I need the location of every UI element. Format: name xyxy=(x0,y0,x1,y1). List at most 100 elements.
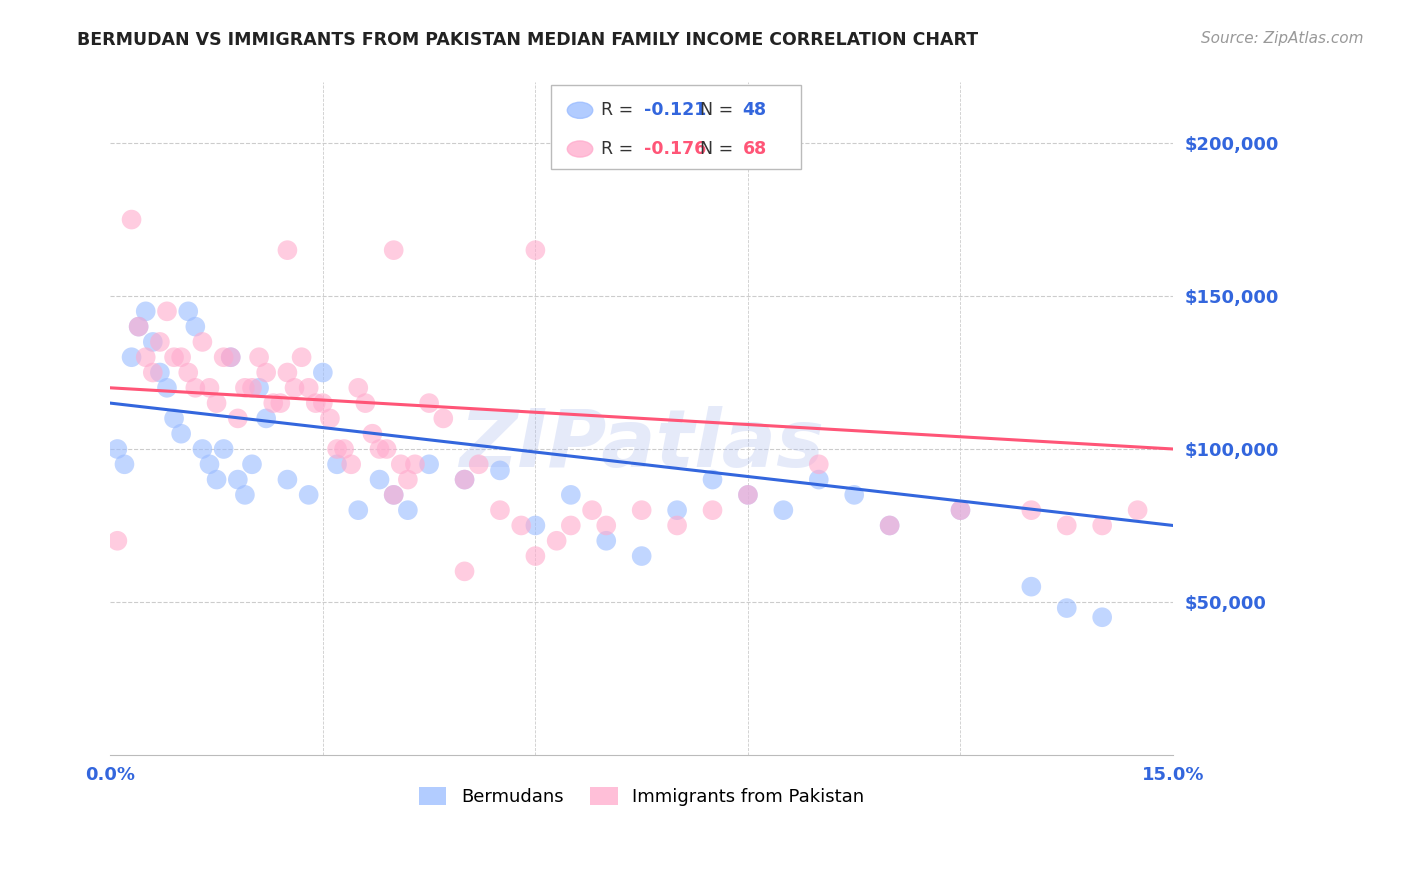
Point xyxy=(142,366,165,380)
Point xyxy=(262,396,284,410)
Point xyxy=(254,411,277,425)
Point xyxy=(247,381,270,395)
Point xyxy=(489,503,512,517)
Point xyxy=(368,442,391,456)
Point xyxy=(1091,610,1114,624)
Point xyxy=(510,518,533,533)
Text: 68: 68 xyxy=(742,140,766,158)
Text: R =: R = xyxy=(602,102,640,120)
Point xyxy=(560,488,582,502)
FancyBboxPatch shape xyxy=(551,86,801,169)
Text: R =: R = xyxy=(602,140,640,158)
Point xyxy=(382,243,405,257)
Point xyxy=(149,366,172,380)
Point xyxy=(163,350,186,364)
Point xyxy=(467,458,489,472)
Point xyxy=(184,381,207,395)
Point xyxy=(389,458,412,472)
Point xyxy=(198,381,221,395)
Circle shape xyxy=(567,141,593,157)
Point xyxy=(156,381,179,395)
Point xyxy=(319,411,342,425)
Point xyxy=(630,503,652,517)
Point xyxy=(1056,601,1078,615)
Point xyxy=(396,503,419,517)
Point xyxy=(276,243,298,257)
Point xyxy=(163,411,186,425)
Text: BERMUDAN VS IMMIGRANTS FROM PAKISTAN MEDIAN FAMILY INCOME CORRELATION CHART: BERMUDAN VS IMMIGRANTS FROM PAKISTAN MED… xyxy=(77,31,979,49)
Text: Source: ZipAtlas.com: Source: ZipAtlas.com xyxy=(1201,31,1364,46)
Point xyxy=(219,350,242,364)
Point xyxy=(105,442,128,456)
Point xyxy=(205,396,228,410)
Point xyxy=(581,503,603,517)
Point xyxy=(1021,503,1043,517)
Point xyxy=(170,426,193,441)
Point xyxy=(326,442,349,456)
Point xyxy=(177,366,200,380)
Point xyxy=(191,334,214,349)
Point xyxy=(226,473,249,487)
Text: -0.121: -0.121 xyxy=(644,102,706,120)
Point xyxy=(219,350,242,364)
Point xyxy=(418,458,440,472)
Point xyxy=(347,381,370,395)
Point xyxy=(156,304,179,318)
Point xyxy=(128,319,150,334)
Point xyxy=(524,243,547,257)
Point xyxy=(121,212,143,227)
Point xyxy=(142,334,165,349)
Point xyxy=(212,350,235,364)
Point xyxy=(135,350,157,364)
Point xyxy=(240,381,263,395)
Point xyxy=(702,503,724,517)
Point xyxy=(298,488,321,502)
Point xyxy=(347,503,370,517)
Point xyxy=(453,565,475,579)
Point xyxy=(233,488,256,502)
Point xyxy=(326,458,349,472)
Point xyxy=(560,518,582,533)
Point xyxy=(418,396,440,410)
Point xyxy=(233,381,256,395)
Point xyxy=(879,518,901,533)
Text: N =: N = xyxy=(700,102,740,120)
Point xyxy=(772,503,794,517)
Point xyxy=(949,503,972,517)
Point xyxy=(375,442,398,456)
Point xyxy=(666,518,689,533)
Point xyxy=(128,319,150,334)
Point xyxy=(276,473,298,487)
Point xyxy=(737,488,759,502)
Point xyxy=(382,488,405,502)
Point xyxy=(121,350,143,364)
Point xyxy=(276,366,298,380)
Point xyxy=(305,396,328,410)
Point xyxy=(340,458,363,472)
Point xyxy=(489,463,512,477)
Point xyxy=(298,381,321,395)
Text: N =: N = xyxy=(700,140,740,158)
Point xyxy=(524,549,547,563)
Point xyxy=(184,319,207,334)
Point xyxy=(368,473,391,487)
Point xyxy=(879,518,901,533)
Point xyxy=(361,426,384,441)
Point xyxy=(333,442,356,456)
Point xyxy=(737,488,759,502)
Point xyxy=(191,442,214,456)
Point xyxy=(382,488,405,502)
Point xyxy=(254,366,277,380)
Point xyxy=(453,473,475,487)
Legend: Bermudans, Immigrants from Pakistan: Bermudans, Immigrants from Pakistan xyxy=(412,780,872,814)
Point xyxy=(177,304,200,318)
Point xyxy=(404,458,426,472)
Point xyxy=(170,350,193,364)
Point xyxy=(432,411,454,425)
Point xyxy=(453,473,475,487)
Text: 48: 48 xyxy=(742,102,766,120)
Point xyxy=(135,304,157,318)
Point xyxy=(198,458,221,472)
Point xyxy=(949,503,972,517)
Point xyxy=(247,350,270,364)
